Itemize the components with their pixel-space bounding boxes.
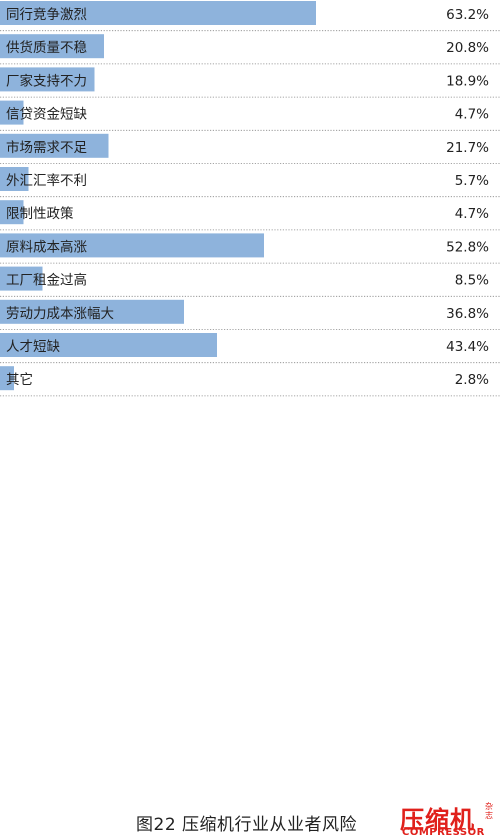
- bar: [0, 34, 104, 59]
- bar: [0, 200, 24, 225]
- value-label: 5.7%: [455, 173, 489, 189]
- category-label: 限制性政策: [6, 205, 74, 222]
- bar: [0, 266, 43, 291]
- category-label: 信贷资金短缺: [6, 107, 87, 123]
- bar-row: 信贷资金短缺 4.7%: [0, 100, 500, 131]
- value-label: 8.5%: [455, 273, 489, 289]
- bar: [0, 233, 264, 258]
- category-label: 外汇汇率不利: [6, 172, 87, 189]
- value-label: 4.7%: [455, 206, 489, 222]
- category-label: 市场需求不足: [6, 139, 87, 156]
- bar-row: 工厂租金过高 8.5%: [0, 266, 500, 297]
- value-label: 20.8%: [446, 40, 489, 56]
- category-label: 劳动力成本涨幅大: [6, 306, 114, 322]
- logo-side-text: 杂志: [485, 802, 493, 820]
- value-label: 43.4%: [446, 339, 489, 355]
- value-label: 36.8%: [446, 306, 489, 322]
- bar-row: 劳动力成本涨幅大 36.8%: [0, 299, 500, 330]
- bar-row: 供货质量不稳 20.8%: [0, 34, 500, 65]
- value-label: 21.7%: [446, 140, 489, 156]
- bar-row: 市场需求不足 21.7%: [0, 133, 500, 164]
- category-label: 人才短缺: [6, 339, 60, 355]
- value-label: 18.9%: [446, 73, 489, 89]
- chart-title: 图22 压缩机行业从业者风险: [136, 815, 358, 835]
- bar-row: 外汇汇率不利 5.7%: [0, 167, 500, 198]
- bar-row: 限制性政策 4.7%: [0, 200, 500, 231]
- bar-row: 原料成本高涨 52.8%: [0, 233, 500, 264]
- value-label: 2.8%: [455, 372, 489, 388]
- bar: [0, 67, 95, 92]
- bar-row: 同行竞争激烈 63.2%: [0, 1, 500, 32]
- magazine-logo: 压缩机 COMPRESSOR 杂志: [400, 802, 500, 839]
- category-label: 工厂租金过高: [6, 272, 87, 289]
- value-label: 4.7%: [455, 107, 489, 123]
- bar: [0, 299, 184, 324]
- bar-row: 人才短缺 43.4%: [0, 333, 500, 364]
- bar: [0, 100, 24, 125]
- category-label: 厂家支持不力: [6, 72, 87, 89]
- bar: [0, 366, 14, 391]
- bar-row: 厂家支持不力 18.9%: [0, 67, 500, 98]
- bar: [0, 333, 217, 357]
- category-label: 供货质量不稳: [6, 39, 87, 56]
- bar-chart: 同行竞争激烈 63.2% 供货质量不稳 20.8% 厂家支持不力 18.9% 信贷资金短缺 4…: [0, 1, 500, 397]
- bar-row: 其它 2.8%: [0, 366, 500, 397]
- logo-english: COMPRESSOR: [402, 827, 485, 838]
- bar: [0, 1, 316, 25]
- category-label: 原料成本高涨: [6, 238, 87, 255]
- category-label: 同行竞争激烈: [6, 6, 87, 23]
- value-label: 63.2%: [446, 7, 489, 23]
- value-label: 52.8%: [446, 239, 489, 255]
- bar: [0, 167, 29, 191]
- footer: 图22 压缩机行业从业者风险 压缩机 COMPRESSOR 杂志: [0, 400, 500, 838]
- bar: [0, 133, 109, 158]
- category-label: 其它: [6, 371, 33, 388]
